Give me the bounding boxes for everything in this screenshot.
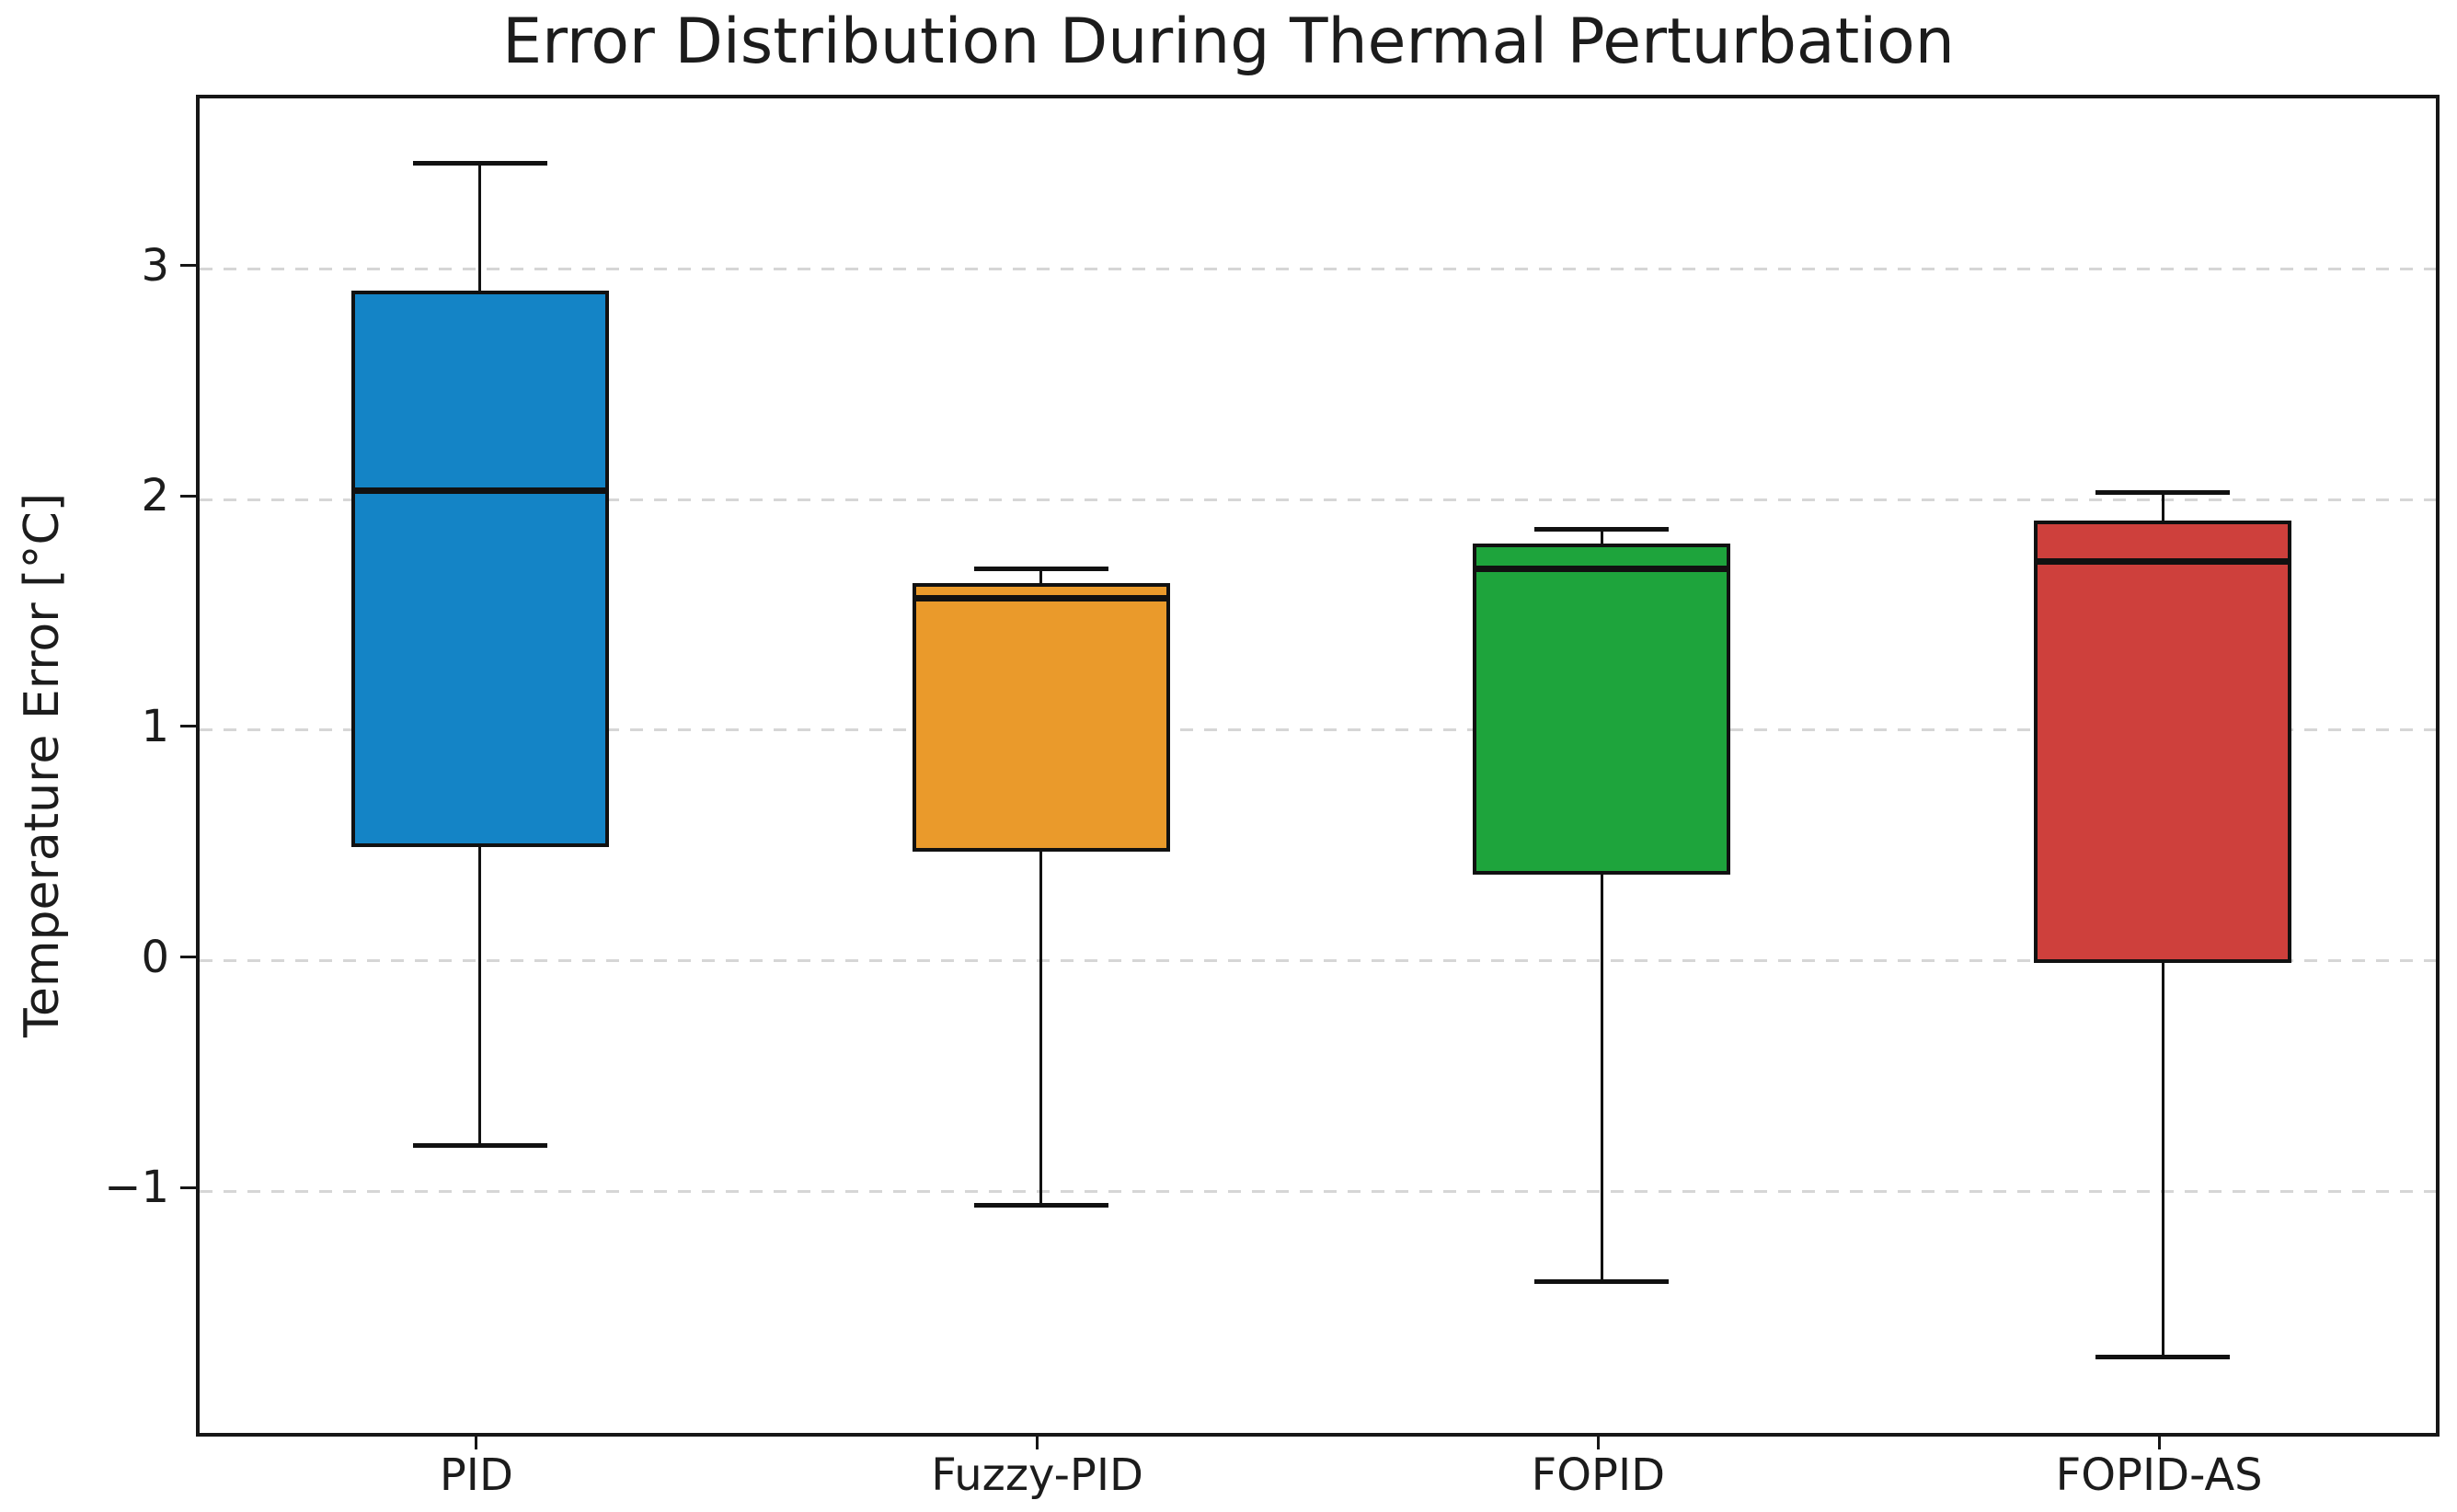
y-tick-mark bbox=[180, 725, 196, 728]
gridline-y1 bbox=[200, 728, 2436, 732]
cap-lower-PID bbox=[412, 1142, 547, 1148]
whisker-upper-FOPID-AS bbox=[2161, 492, 2164, 523]
median-Fuzzy-PID bbox=[912, 595, 1170, 602]
x-tick-label-Fuzzy-PID: Fuzzy-PID bbox=[931, 1449, 1143, 1501]
whisker-lower-PID bbox=[478, 845, 482, 1146]
x-tick-mark bbox=[2157, 1437, 2161, 1449]
x-tick-mark bbox=[475, 1437, 478, 1449]
gridline-y−1 bbox=[200, 1189, 2436, 1193]
gridline-y3 bbox=[200, 268, 2436, 270]
y-tick-label: 0 bbox=[141, 931, 169, 983]
cap-upper-FOPID-AS bbox=[2095, 490, 2231, 496]
chart-title: Error Distribution During Thermal Pertur… bbox=[502, 6, 1955, 78]
whisker-lower-Fuzzy-PID bbox=[1039, 850, 1043, 1206]
median-FOPID bbox=[1473, 565, 1731, 572]
x-tick-label-FOPID-AS: FOPID-AS bbox=[2055, 1449, 2263, 1501]
box-FOPID-AS bbox=[2034, 521, 2292, 963]
gridline-y2 bbox=[200, 498, 2436, 501]
plot-area bbox=[196, 95, 2440, 1437]
y-tick-mark bbox=[180, 956, 196, 959]
y-tick-label: 3 bbox=[141, 239, 169, 292]
whisker-upper-Fuzzy-PID bbox=[1039, 568, 1043, 585]
whisker-lower-FOPID bbox=[1600, 873, 1603, 1281]
gridline-y0 bbox=[200, 959, 2436, 963]
median-FOPID-AS bbox=[2034, 558, 2292, 566]
whisker-upper-FOPID bbox=[1600, 529, 1603, 546]
box-FOPID bbox=[1473, 544, 1731, 876]
y-tick-mark bbox=[180, 264, 196, 267]
cap-upper-Fuzzy-PID bbox=[973, 566, 1108, 571]
whisker-upper-PID bbox=[478, 163, 482, 292]
y-tick-label: 1 bbox=[141, 700, 169, 752]
y-tick-label: 2 bbox=[141, 470, 169, 522]
box-Fuzzy-PID bbox=[912, 582, 1170, 853]
x-tick-label-PID: PID bbox=[439, 1449, 513, 1501]
median-PID bbox=[350, 487, 609, 494]
y-tick-mark bbox=[180, 494, 196, 498]
x-tick-label-FOPID: FOPID bbox=[1531, 1449, 1666, 1501]
cap-upper-FOPID bbox=[1534, 527, 1670, 533]
x-tick-mark bbox=[1596, 1437, 1600, 1449]
y-tick-label: −1 bbox=[104, 1162, 169, 1214]
y-tick-mark bbox=[180, 1186, 196, 1189]
cap-upper-PID bbox=[412, 160, 547, 166]
whisker-lower-FOPID-AS bbox=[2161, 960, 2164, 1357]
cap-lower-FOPID bbox=[1534, 1278, 1670, 1284]
box-PID bbox=[350, 290, 609, 848]
cap-lower-FOPID-AS bbox=[2095, 1355, 2231, 1360]
x-tick-mark bbox=[1036, 1437, 1039, 1449]
cap-lower-Fuzzy-PID bbox=[973, 1202, 1108, 1208]
